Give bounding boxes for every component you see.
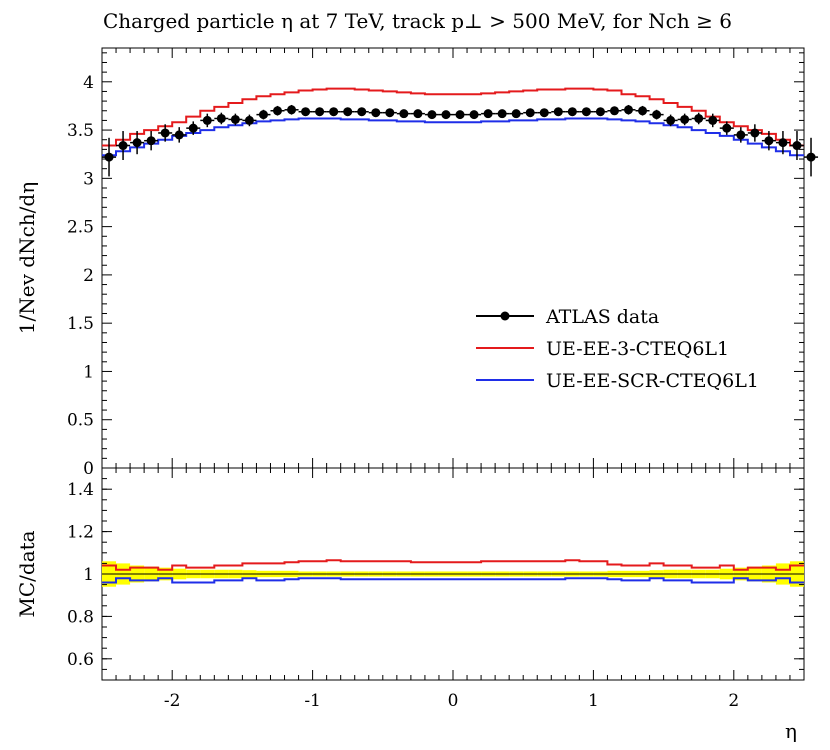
data-point <box>427 110 437 120</box>
data-point <box>624 105 633 115</box>
series-line <box>102 87 804 147</box>
data-point <box>497 109 507 119</box>
ratio-y-tick-label: 0.6 <box>67 650 94 670</box>
ratio-plot: 0.6 0.8 1 1.2 1.4 -2 -1 0 1 2 MC/data η <box>15 467 805 743</box>
x-tick-label: 0 <box>448 691 459 711</box>
data-point <box>609 106 619 116</box>
x-tick-label: 1 <box>588 691 599 711</box>
data-point <box>750 128 760 138</box>
legend-label: UE-EE-3-CTEQ6L1 <box>546 338 729 360</box>
main-y-axis: 0 0.5 1 1.5 2 2.5 3 3.5 4 <box>67 52 804 479</box>
ratio-y-tick-label: 1 <box>83 565 94 585</box>
legend-marker <box>500 311 510 321</box>
legend: ATLAS data UE-EE-3-CTEQ6L1 UE-EE-SCR-CTEQ6… <box>476 306 759 392</box>
data-point <box>708 115 718 125</box>
main-plot: 0 0.5 1 1.5 2 2.5 3 3.5 4 1/Nev dNch/dη <box>15 47 819 479</box>
x-tick-label: 2 <box>728 691 739 711</box>
data-point <box>357 107 367 117</box>
y-tick-label: 1 <box>83 362 94 382</box>
data-point <box>188 123 198 133</box>
y-tick-label: 2 <box>83 266 94 286</box>
data-point <box>736 130 746 140</box>
data-point <box>329 107 339 117</box>
data-point <box>469 110 479 120</box>
data-point <box>455 110 465 120</box>
series-line <box>102 117 804 157</box>
data-point <box>230 114 240 124</box>
ratio-y-tick-label: 1.2 <box>67 523 94 543</box>
ratio-y-axis-label: MC/data <box>15 530 39 617</box>
data-point <box>722 123 732 133</box>
data-point <box>371 108 381 118</box>
y-tick-label: 3 <box>83 169 94 189</box>
data-point <box>273 106 282 116</box>
x-tick-label: -1 <box>304 691 321 711</box>
legend-label: ATLAS data <box>545 306 659 328</box>
data-point <box>202 115 212 125</box>
ratio-series-line <box>102 577 804 584</box>
data-point <box>680 114 690 124</box>
ratio-x-axis: -2 -1 0 1 2 <box>101 468 805 711</box>
data-point <box>483 109 493 119</box>
y-tick-label: 2.5 <box>67 218 94 238</box>
data-point <box>666 115 676 125</box>
data-point <box>160 128 170 138</box>
data-point <box>778 138 788 148</box>
main-x-ticks <box>101 48 805 468</box>
data-point <box>553 107 563 117</box>
data-point <box>244 115 254 125</box>
data-point <box>792 141 802 151</box>
data-point <box>216 113 226 123</box>
data-point <box>399 109 409 119</box>
data-point <box>638 106 648 116</box>
main-series-group <box>102 87 819 177</box>
data-point <box>441 110 451 120</box>
data-point <box>132 138 142 148</box>
chart-title: Charged particle η at 7 TeV, track p⊥ > … <box>103 9 732 33</box>
data-point <box>315 107 325 117</box>
data-point <box>764 136 774 146</box>
y-axis-label: 1/Nev dNch/dη <box>15 182 39 334</box>
data-point <box>146 136 156 146</box>
data-point <box>511 109 521 119</box>
y-tick-label: 4 <box>83 73 94 93</box>
data-point <box>301 107 311 117</box>
ratio-series-line <box>102 559 804 571</box>
data-point <box>118 141 128 151</box>
ratio-uncertainty-band <box>102 561 804 587</box>
data-point <box>525 108 535 118</box>
legend-label: UE-EE-SCR-CTEQ6L1 <box>546 370 759 392</box>
x-axis-label: η <box>785 719 797 743</box>
data-point <box>174 130 184 140</box>
x-tick-label: -2 <box>164 691 181 711</box>
ratio-y-tick-label: 0.8 <box>67 607 94 627</box>
data-point <box>413 109 423 119</box>
y-tick-label: 0 <box>83 459 94 479</box>
y-tick-label: 3.5 <box>67 121 94 141</box>
data-point <box>806 152 816 162</box>
ratio-y-axis: 0.6 0.8 1 1.2 1.4 <box>67 478 804 670</box>
data-point <box>258 110 268 120</box>
data-point <box>343 107 353 117</box>
y-tick-label: 1.5 <box>67 314 94 334</box>
data-point <box>595 107 605 117</box>
data-point <box>652 110 662 120</box>
ratio-series-group <box>102 559 804 584</box>
data-point <box>104 152 114 162</box>
data-point <box>539 108 549 118</box>
data-point <box>287 105 297 115</box>
data-point <box>694 113 704 123</box>
y-tick-label: 0.5 <box>67 411 94 431</box>
data-point <box>567 107 577 117</box>
data-point <box>581 107 591 117</box>
ratio-y-tick-label: 1.4 <box>67 480 94 500</box>
data-point <box>385 108 395 118</box>
